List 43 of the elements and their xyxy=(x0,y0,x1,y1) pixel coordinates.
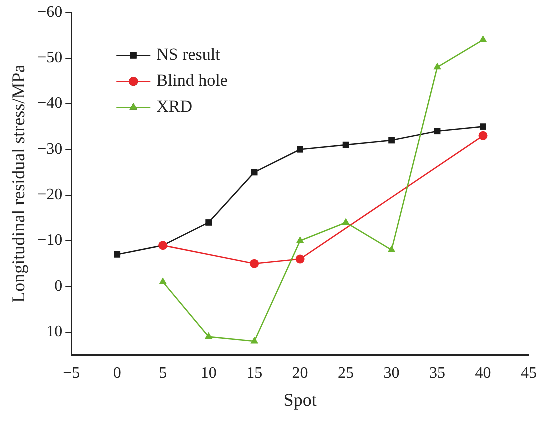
point xyxy=(434,62,442,70)
point xyxy=(251,169,258,176)
x-tick-label: 0 xyxy=(113,365,122,382)
x-tick-label: 45 xyxy=(521,365,537,382)
x-tick-label: −5 xyxy=(63,365,80,382)
point xyxy=(434,128,441,135)
point xyxy=(478,131,488,140)
y-tick-label: −30 xyxy=(38,140,63,158)
x-tick-label: 40 xyxy=(475,365,492,382)
y-tick-label: −10 xyxy=(38,232,63,250)
x-tick-label: 15 xyxy=(246,365,263,382)
x-tick-label: 25 xyxy=(338,365,354,382)
y-tick-label: −60 xyxy=(38,4,63,21)
point xyxy=(206,220,212,226)
point xyxy=(204,332,213,340)
point xyxy=(388,137,395,144)
point xyxy=(296,254,305,264)
point xyxy=(297,146,304,153)
point xyxy=(480,124,486,130)
y-axis-title: Longitudinal residual stress/MPa xyxy=(8,64,29,303)
point xyxy=(250,259,260,268)
y-tick-label: −40 xyxy=(38,95,63,112)
point xyxy=(296,236,304,244)
x-tick-label: 35 xyxy=(430,365,446,382)
y-tick-label: 0 xyxy=(54,278,63,295)
point xyxy=(250,336,258,344)
point xyxy=(479,36,488,42)
point xyxy=(342,142,350,148)
y-tick-label: 10 xyxy=(46,324,63,341)
y-tick-label: −50 xyxy=(38,49,63,66)
x-tick-label: 5 xyxy=(159,365,168,382)
point xyxy=(342,218,350,225)
y-tick-label: −20 xyxy=(38,186,63,204)
point xyxy=(388,246,396,252)
legend-label: NS result xyxy=(156,45,221,64)
legend-label: XRD xyxy=(156,97,193,116)
x-tick-label: 20 xyxy=(292,365,308,382)
x-axis-title: Spot xyxy=(284,390,317,410)
legend-label: Blind hole xyxy=(156,71,228,90)
point xyxy=(159,278,167,284)
x-tick-label: 10 xyxy=(200,365,217,382)
point xyxy=(114,252,121,258)
x-tick-label: 30 xyxy=(384,365,400,382)
